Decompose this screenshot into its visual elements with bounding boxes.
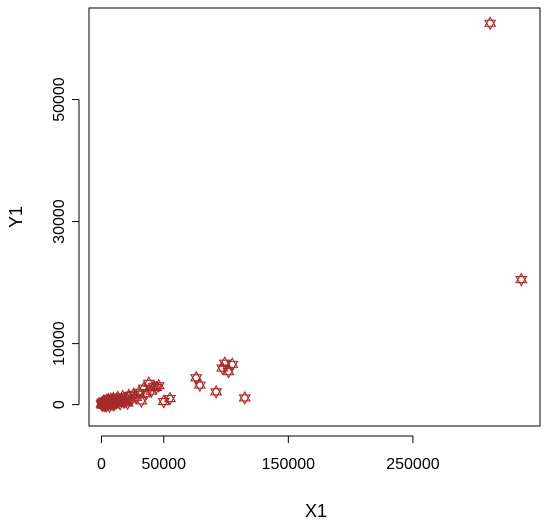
x-tick-label: 250000: [386, 456, 439, 473]
data-point: [189, 370, 203, 385]
y-tick-label: 10000: [51, 321, 68, 366]
marker-triangle-up: [193, 378, 207, 389]
y-tick-label: 50000: [51, 77, 68, 122]
marker-triangle-up: [127, 387, 140, 398]
marker-triangle-up: [121, 396, 134, 407]
data-point: [484, 16, 497, 31]
marker-triangle-up: [135, 393, 148, 405]
data-point: [193, 378, 207, 393]
marker-triangle-up: [238, 390, 251, 402]
data-point: [226, 357, 239, 372]
marker-triangle-up: [515, 272, 528, 284]
marker-triangle-up: [152, 378, 165, 390]
y-tick-label: 30000: [51, 199, 68, 244]
marker-triangle-up: [142, 376, 155, 387]
x-axis: 0 50000 150000 250000: [97, 435, 440, 473]
marker-triangle-down: [209, 388, 223, 399]
plot-frame: [88, 7, 541, 427]
x-tick-label: 50000: [142, 456, 187, 473]
marker-triangle-up: [150, 380, 163, 392]
data-point: [135, 393, 148, 409]
data-point: [515, 272, 528, 287]
marker-triangle-down: [238, 394, 251, 406]
marker-triangle-up: [484, 16, 497, 27]
y-axis-title: Y1: [6, 206, 26, 228]
marker-triangle-up: [226, 357, 239, 368]
marker-triangle-down: [163, 394, 177, 406]
marker-triangle-down: [226, 360, 239, 372]
marker-triangle-down: [135, 397, 148, 409]
x-axis-title: X1: [305, 501, 327, 521]
marker-triangle-down: [132, 388, 145, 400]
marker-triangle-down: [515, 275, 528, 287]
marker-triangle-up: [189, 370, 203, 382]
data-point: [157, 394, 170, 409]
marker-triangle-up: [157, 394, 170, 406]
data-point: [163, 391, 177, 406]
data-point: [222, 364, 235, 379]
x-tick-label: 150000: [262, 456, 315, 473]
marker-triangle-up: [209, 384, 223, 396]
marker-triangle-down: [152, 382, 165, 393]
marker-triangle-down: [157, 398, 170, 409]
marker-triangle-up: [222, 364, 235, 376]
data-point: [238, 390, 251, 406]
y-tick-label: 0: [51, 400, 68, 409]
data-point: [152, 378, 165, 393]
marker-triangle-up: [163, 391, 177, 403]
x-tick-label: 0: [97, 456, 106, 473]
data-point: [209, 384, 223, 399]
marker-triangle-down: [218, 359, 231, 371]
marker-triangle-down: [484, 19, 497, 31]
marker-triangle-down: [189, 374, 203, 385]
data-points: [95, 16, 528, 414]
y-axis: 0 10000 30000 50000: [51, 77, 80, 409]
marker-triangle-down: [222, 368, 235, 379]
marker-triangle-down: [140, 390, 153, 401]
marker-triangle-down: [193, 381, 207, 393]
